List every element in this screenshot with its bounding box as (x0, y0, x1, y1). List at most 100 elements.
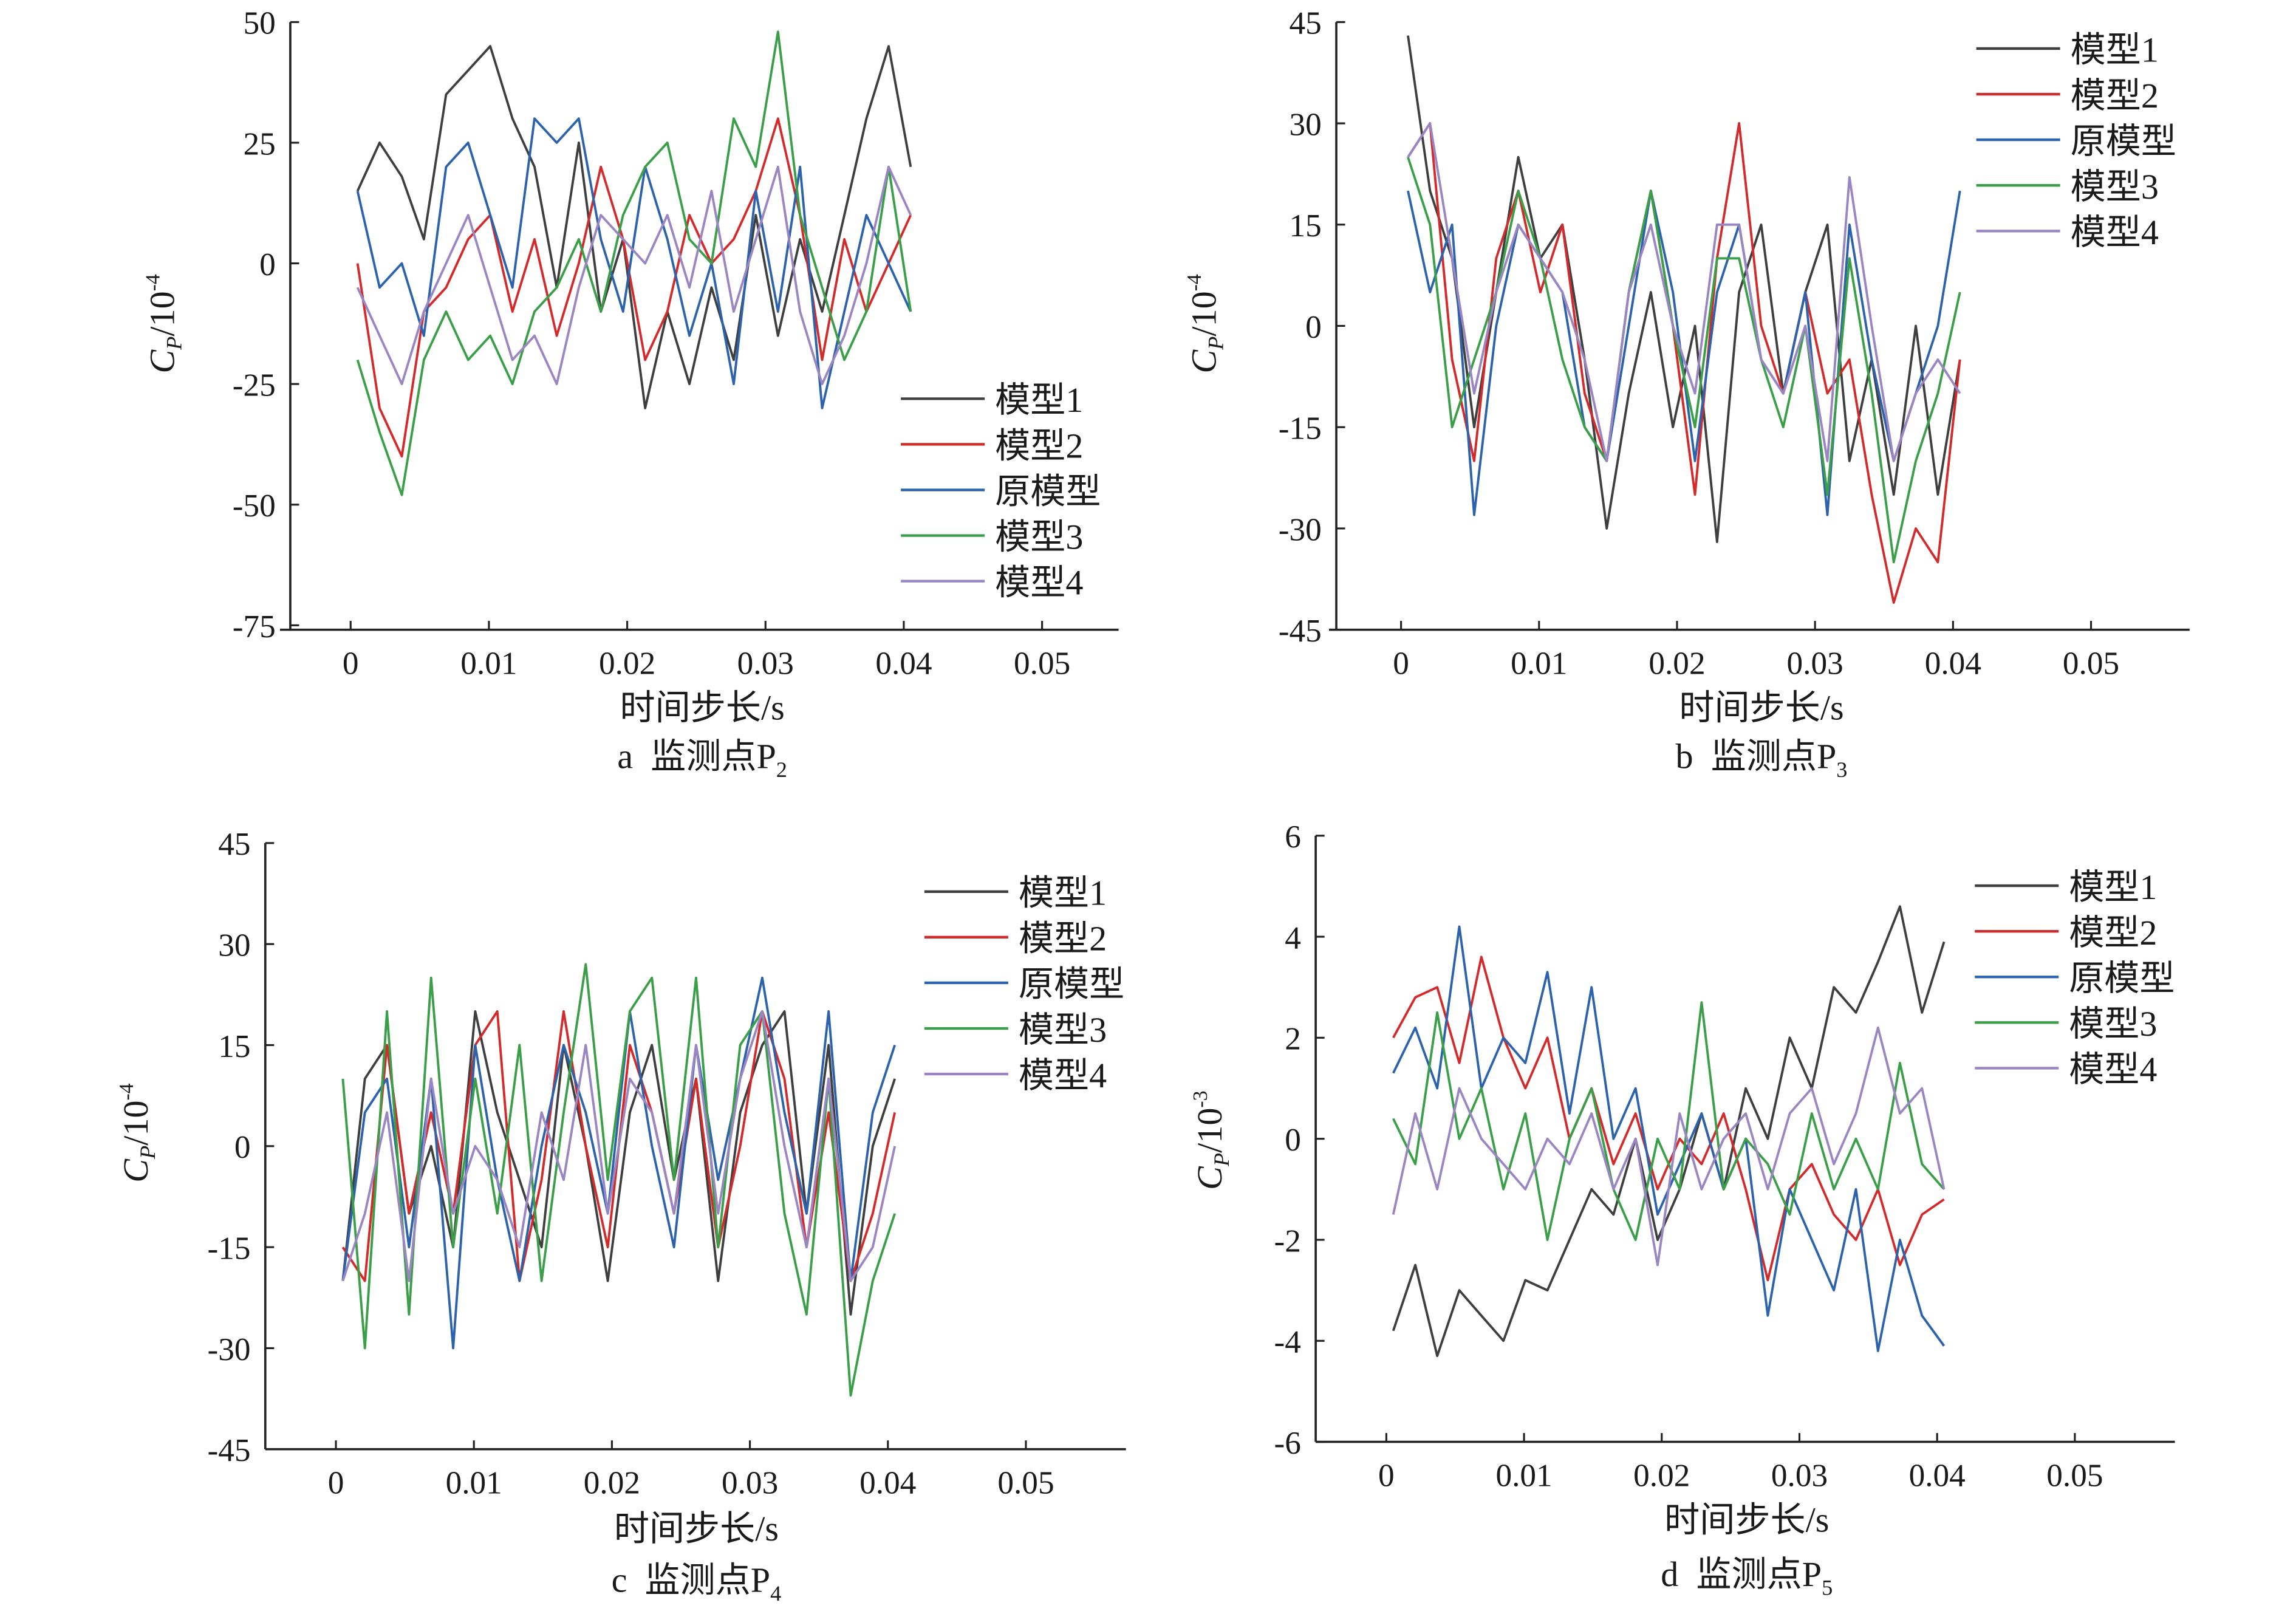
x-tick-label: 0.03 (1787, 645, 1843, 681)
legend-label: 模型1 (995, 380, 1083, 420)
ylabel-sub: P (135, 1146, 160, 1160)
caption-text: 监测点P (644, 1561, 770, 1600)
legend-label: 模型2 (1019, 919, 1107, 959)
y-axis-label: CP/10-3 (1189, 1090, 1234, 1189)
y-tick-label: 30 (218, 928, 250, 963)
chart-d: 6 4 2 0 -2 -4 -6 0 0.01 0.02 0.03 0.04 0.05 模型1 模型2 原模型… (1189, 819, 2175, 1600)
series-line (341, 1010, 897, 1282)
legend-label: 模型4 (2069, 1050, 2157, 1089)
ylabel-unit: /10 (116, 1100, 155, 1145)
legend-label: 模型1 (2069, 867, 2157, 907)
x-tick-label: 0.05 (2046, 1457, 2103, 1493)
x-tick-label: 0.01 (446, 1465, 502, 1500)
ylabel-main: C (143, 349, 182, 374)
caption-subscript: 2 (776, 757, 787, 782)
y-tick-label: -15 (1279, 411, 1322, 446)
y-tick-label: 0 (1305, 309, 1322, 345)
ylabel-exp: -4 (115, 1083, 138, 1100)
caption-subscript: 5 (1822, 1576, 1833, 1600)
x-tick-label: 0.02 (584, 1465, 640, 1500)
y-tick-label: 0 (234, 1129, 251, 1165)
y-tick-label: 2 (1285, 1021, 1301, 1057)
x-tick-label: 0.01 (460, 645, 517, 681)
y-axis-label: CP/10-4 (115, 1083, 160, 1183)
x-tick-label: 0.02 (599, 645, 655, 681)
x-tick-label: 0 (343, 645, 359, 681)
x-axis-label: 时间步长/s (1679, 688, 1843, 727)
x-tick-label: 0 (1393, 645, 1409, 681)
legend-label: 模型1 (2071, 30, 2159, 70)
caption-letter: a (617, 736, 651, 776)
y-tick-label: -75 (233, 609, 276, 645)
legend-label: 模型1 (1019, 874, 1107, 913)
caption-text: 监测点P (1711, 736, 1837, 776)
legend-label: 模型3 (2071, 167, 2159, 207)
chart-c: 45 30 15 0 -15 -30 -45 0 0.01 0.02 0.03 0.04 0.05 模型1… (115, 826, 1126, 1605)
caption-subscript: 3 (1836, 757, 1847, 782)
x-tick-label: 0.04 (1925, 645, 1981, 681)
x-axis-label: 时间步长/s (614, 1509, 779, 1548)
x-tick-label: 0.02 (1633, 1457, 1690, 1493)
y-axis-label: CP/10-4 (1183, 274, 1228, 374)
ylabel-main: C (1184, 349, 1223, 374)
y-tick-label: -15 (208, 1230, 251, 1266)
x-tick-label: 0.01 (1495, 1457, 1552, 1493)
y-tick-label: 15 (1290, 208, 1322, 244)
y-tick-label: 25 (243, 126, 275, 162)
y-tick-label: -45 (208, 1432, 251, 1468)
legend-label: 原模型 (1019, 965, 1124, 1004)
ylabel-main: C (116, 1158, 155, 1183)
x-tick-label: 0.02 (1649, 645, 1705, 681)
legend-label: 模型3 (995, 517, 1083, 556)
y-tick-label: -2 (1274, 1223, 1301, 1259)
series-line (341, 976, 897, 1350)
x-tick-label: 0.05 (2063, 645, 2119, 681)
series-line (1392, 1001, 1946, 1242)
legend-label: 原模型 (2071, 121, 2176, 161)
series-line (341, 963, 897, 1397)
x-tick-label: 0.05 (1014, 645, 1070, 681)
ylabel-unit: /10 (1190, 1108, 1229, 1153)
y-tick-label: 6 (1285, 819, 1301, 855)
ylabel-unit: /10 (1184, 291, 1223, 336)
y-tick-label: 15 (218, 1028, 250, 1064)
series-line (356, 117, 912, 409)
series-line (356, 45, 912, 409)
x-tick-label: 0.04 (875, 645, 932, 681)
caption-subscript: 4 (770, 1581, 781, 1605)
series-line (1407, 122, 1961, 462)
series-line (356, 165, 912, 386)
x-tick-label: 0.04 (1909, 1457, 1966, 1493)
y-tick-label: -45 (1279, 613, 1322, 649)
series-line (356, 117, 912, 458)
y-tick-label: -30 (1279, 511, 1322, 547)
chart-caption: b 监测点P3 (1676, 736, 1848, 782)
y-tick-label: 50 (243, 5, 275, 41)
series-line (1407, 35, 1961, 543)
legend-label: 模型3 (1019, 1010, 1107, 1050)
caption-letter: b (1676, 736, 1711, 776)
chart-b: 45 30 15 0 -15 -30 -45 0 0.01 0.02 0.03 0.04 0.05 模型1… (1183, 5, 2190, 782)
caption-text: 监测点P (1696, 1554, 1822, 1594)
series-line (1407, 122, 1961, 604)
x-tick-label: 0.04 (859, 1465, 916, 1500)
series-line (341, 1010, 897, 1316)
y-axis-label: CP/10-4 (142, 274, 186, 374)
series-line (1407, 157, 1961, 564)
y-tick-label: 45 (1290, 5, 1322, 41)
y-tick-label: 30 (1290, 106, 1322, 142)
x-tick-label: 0.01 (1511, 645, 1567, 681)
chart-caption: a 监测点P2 (617, 736, 787, 782)
caption-letter: c (612, 1561, 645, 1600)
series-line (356, 30, 912, 496)
ylabel-exp: -4 (1183, 274, 1206, 291)
chart-caption: d 监测点P5 (1661, 1554, 1833, 1600)
legend-label: 模型4 (995, 563, 1083, 603)
ylabel-main: C (1190, 1166, 1229, 1190)
legend-label: 模型3 (2069, 1004, 2157, 1044)
